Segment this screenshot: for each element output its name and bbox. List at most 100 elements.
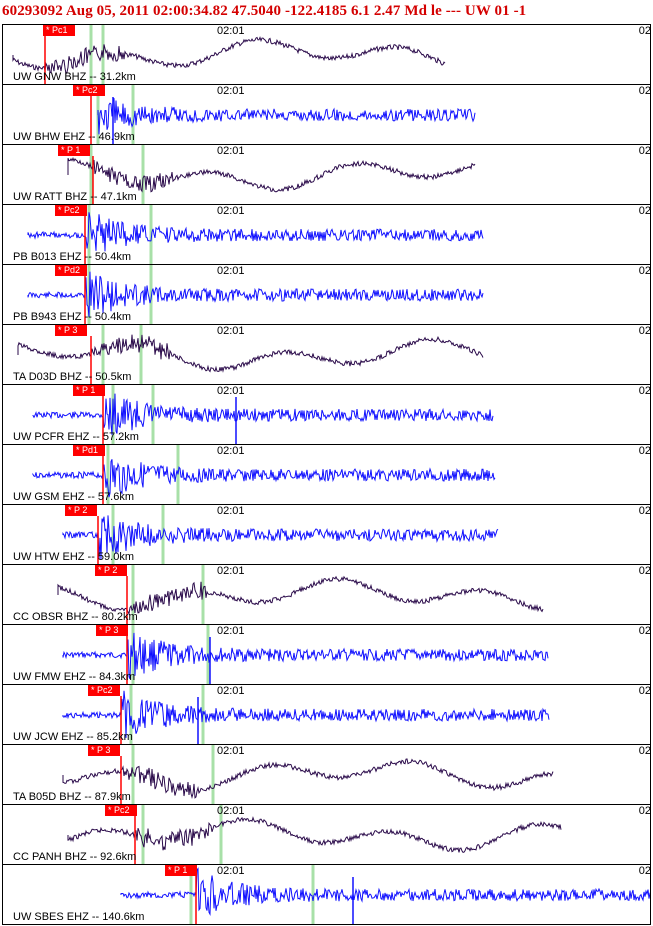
seismogram-panel[interactable]: * P 3 02:01 02: TA B05D BHZ -- 87.9km xyxy=(2,744,651,805)
pick-tag[interactable]: * Pc1 xyxy=(43,25,75,36)
time-tick-label: 02:01 xyxy=(217,25,245,37)
seismogram-panel[interactable]: * Pd2 02:01 02: PB B943 EHZ -- 50.4km xyxy=(2,264,651,325)
waveform-trace xyxy=(27,271,484,318)
event-header: 60293092 Aug 05, 2011 02:00:34.82 47.504… xyxy=(0,0,653,24)
seismogram-panel[interactable]: * Pc2 02:01 02: CC PANH BHZ -- 92.6km xyxy=(2,804,651,865)
seismogram-panel[interactable]: * Pc2 02:01 02: UW BHW EHZ -- 46.9km xyxy=(2,84,651,145)
station-label: UW PCFR EHZ -- 57.2km xyxy=(13,431,139,443)
time-tick-label: 02:01 xyxy=(217,265,245,277)
time-tick-label-right: 02: xyxy=(638,385,651,397)
time-tick-label-right: 02: xyxy=(638,745,651,757)
station-label: UW HTW EHZ -- 59.0km xyxy=(13,551,134,563)
station-label: UW BHW EHZ -- 46.9km xyxy=(13,131,135,143)
waveform-trace xyxy=(62,632,549,680)
time-tick-label: 02:01 xyxy=(217,745,245,757)
seismogram-panel[interactable]: * P 1 02:01 02: UW PCFR EHZ -- 57.2km xyxy=(2,384,651,445)
waveform-plot xyxy=(62,745,554,804)
station-label: UW SBES EHZ -- 140.6km xyxy=(13,911,145,923)
time-tick-label: 02:01 xyxy=(217,385,245,397)
time-tick-label: 02:01 xyxy=(217,865,245,877)
seismogram-panel[interactable]: * P 1 02:01 02: UW RATT BHZ -- 47.1km xyxy=(2,144,651,205)
time-tick-label-right: 02: xyxy=(638,85,651,97)
time-tick-label: 02:01 xyxy=(217,205,245,217)
time-tick-label: 02:01 xyxy=(217,805,245,817)
waveform-plot xyxy=(62,685,550,744)
station-label: UW JCW EHZ -- 85.2km xyxy=(13,731,133,743)
waveform-trace xyxy=(62,758,554,799)
pick-tag[interactable]: * P 3 xyxy=(96,625,128,636)
pick-tag[interactable]: * P 1 xyxy=(58,145,90,156)
station-label: TA D03D BHZ -- 50.5km xyxy=(13,371,132,383)
pick-tag[interactable]: * Pc2 xyxy=(88,685,120,696)
waveform-trace xyxy=(97,97,476,135)
pick-tag[interactable]: * P 1 xyxy=(165,865,197,876)
pick-tag[interactable]: * Pc2 xyxy=(105,805,137,816)
pick-tag[interactable]: * P 2 xyxy=(95,565,127,576)
time-tick-label: 02:01 xyxy=(217,325,245,337)
time-tick-label-right: 02: xyxy=(638,805,651,817)
time-tick-label-right: 02: xyxy=(638,25,651,37)
waveform-trace xyxy=(12,36,446,76)
waveform-plot xyxy=(67,145,476,204)
station-label: UW FMW EHZ -- 84.3km xyxy=(13,671,136,683)
waveform-plot xyxy=(32,385,494,444)
time-tick-label-right: 02: xyxy=(638,865,651,877)
seismogram-panel[interactable]: * Pc1 02:01 02: UW GNW BHZ -- 31.2km xyxy=(2,24,651,85)
time-tick-label: 02:01 xyxy=(217,625,245,637)
pick-tag[interactable]: * P 1 xyxy=(73,385,105,396)
time-tick-label: 02:01 xyxy=(217,565,245,577)
station-label: PB B943 EHZ -- 50.4km xyxy=(13,311,131,323)
waveform-plot xyxy=(12,25,446,84)
station-label: TA B05D BHZ -- 87.9km xyxy=(13,791,131,803)
waveform-trace xyxy=(62,690,550,738)
station-label: CC PANH BHZ -- 92.6km xyxy=(13,851,137,863)
time-tick-label-right: 02: xyxy=(638,685,651,697)
time-tick-label-right: 02: xyxy=(638,625,651,637)
time-tick-label-right: 02: xyxy=(638,565,651,577)
pick-tag[interactable]: * P 2 xyxy=(65,505,97,516)
pick-tag[interactable]: * Pc2 xyxy=(73,85,105,96)
time-tick-label-right: 02: xyxy=(638,325,651,337)
seismogram-panel[interactable]: * Pc2 02:01 02: UW JCW EHZ -- 85.2km xyxy=(2,684,651,745)
seismogram-panel[interactable]: * P 1 02:01 02: UW SBES EHZ -- 140.6km xyxy=(2,864,651,925)
station-label: UW RATT BHZ -- 47.1km xyxy=(13,191,137,203)
seismogram-panel[interactable]: * P 3 02:01 02: UW FMW EHZ -- 84.3km xyxy=(2,624,651,685)
waveform-trace xyxy=(67,816,562,853)
time-tick-label-right: 02: xyxy=(638,445,651,457)
seismogram-panel[interactable]: * P 2 02:01 02: CC OBSR BHZ -- 80.2km xyxy=(2,564,651,625)
waveform-trace xyxy=(17,334,484,373)
pick-tag[interactable]: * P 3 xyxy=(88,745,120,756)
time-tick-label: 02:01 xyxy=(217,685,245,697)
pick-tag[interactable]: * P 3 xyxy=(55,325,87,336)
time-tick-label-right: 02: xyxy=(638,145,651,157)
waveform-trace xyxy=(27,212,484,252)
time-tick-label: 02:01 xyxy=(217,445,245,457)
time-tick-label-right: 02: xyxy=(638,505,651,517)
waveform-plot xyxy=(62,625,549,684)
seismogram-panel[interactable]: * Pd1 02:01 02: UW GSM EHZ -- 57.6km xyxy=(2,444,651,505)
waveform-plot xyxy=(67,805,562,864)
time-tick-label: 02:01 xyxy=(217,145,245,157)
waveform-plot xyxy=(32,445,496,504)
station-label: UW GNW BHZ -- 31.2km xyxy=(13,71,136,83)
pick-tag[interactable]: * Pc2 xyxy=(55,205,87,216)
waveform-plot xyxy=(57,565,544,624)
pick-tag[interactable]: * Pd2 xyxy=(55,265,87,276)
waveform-trace xyxy=(120,867,650,917)
station-label: UW GSM EHZ -- 57.6km xyxy=(13,491,135,503)
station-label: PB B013 EHZ -- 50.4km xyxy=(13,251,131,263)
time-tick-label-right: 02: xyxy=(638,265,651,277)
waveform-trace xyxy=(57,575,544,616)
event-summary-text: 60293092 Aug 05, 2011 02:00:34.82 47.504… xyxy=(2,3,527,19)
waveform-trace xyxy=(32,393,494,435)
waveform-trace xyxy=(67,157,476,193)
seismogram-panel[interactable]: * Pc2 02:01 02: PB B013 EHZ -- 50.4km xyxy=(2,204,651,265)
pick-tag[interactable]: * Pd1 xyxy=(73,445,105,456)
time-tick-label-right: 02: xyxy=(638,205,651,217)
waveform-trace xyxy=(32,459,496,498)
waveform-trace xyxy=(62,515,499,560)
seismogram-panel[interactable]: * P 2 02:01 02: UW HTW EHZ -- 59.0km xyxy=(2,504,651,565)
seismogram-panel[interactable]: * P 3 02:01 02: TA D03D BHZ -- 50.5km xyxy=(2,324,651,385)
waveform-plot xyxy=(17,325,484,384)
